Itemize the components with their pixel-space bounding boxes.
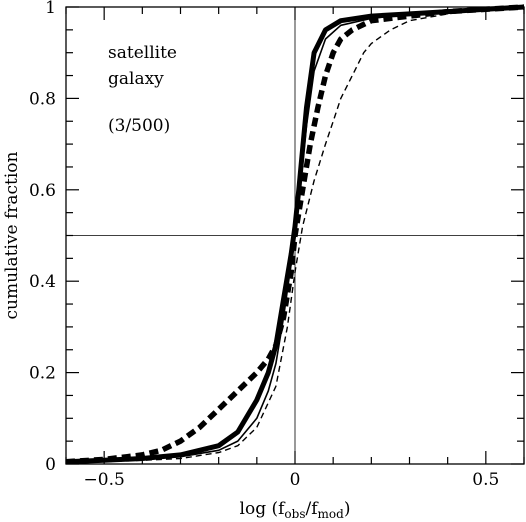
ticks-layer <box>65 6 525 465</box>
y-tick-label: 0.6 <box>29 181 56 201</box>
y-axis-label: cumulative fraction <box>2 151 22 319</box>
annotation-sample-count: (3/500) <box>108 116 170 136</box>
x-axis-label: log (fobs/fmod) <box>240 499 351 521</box>
annotation-satellite: satellite <box>108 43 177 63</box>
annotation-galaxy: galaxy <box>108 69 164 89</box>
tick-labels: −0.5 0 0.5 0 0.2 0.4 0.6 0.8 1 <box>29 0 499 490</box>
y-tick-label: 1 <box>45 0 56 18</box>
series-line-thick-solid <box>65 4 525 465</box>
y-tick-label: 0.4 <box>29 272 56 292</box>
y-tick-label: 0.8 <box>29 89 56 109</box>
x-tick-label: −0.5 <box>84 470 125 490</box>
x-axis-label-sub-mod: mod <box>318 507 345 521</box>
series-layer <box>65 4 525 465</box>
x-axis-label-prefix: log (f <box>240 499 287 519</box>
x-axis-label-suffix: ) <box>344 499 351 519</box>
y-tick-label: 0 <box>45 455 56 475</box>
x-axis-label-mid: /f <box>306 499 320 519</box>
y-tick-label: 0.2 <box>29 364 56 384</box>
x-tick-label: 0.5 <box>472 470 499 490</box>
series-line-thin-dashed <box>65 6 525 464</box>
x-tick-label: 0 <box>290 470 301 490</box>
x-axis-label-sub-obs: obs <box>284 507 305 521</box>
